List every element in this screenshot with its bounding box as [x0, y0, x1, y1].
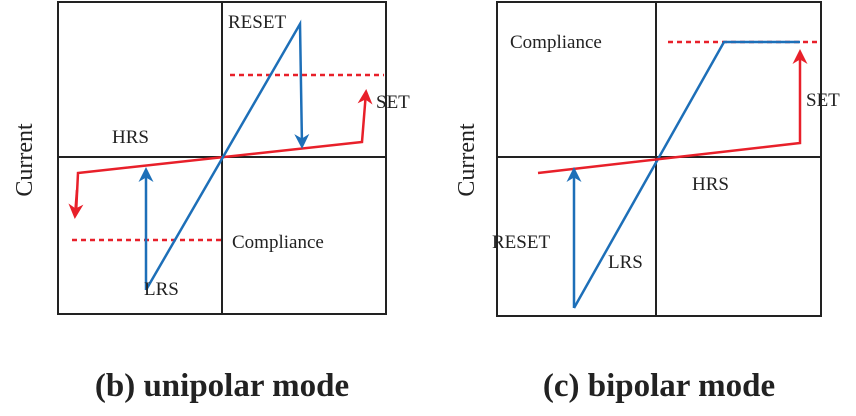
- reset-curve: [537, 49, 808, 175]
- frame: [496, 1, 822, 317]
- reset-curve: [144, 19, 310, 291]
- panel-bipolar: Compliance SET HRS RESET LRS Current (c)…: [454, 1, 840, 404]
- set-curve: [572, 40, 800, 309]
- label: RESET: [492, 232, 550, 253]
- label: SET: [806, 90, 840, 111]
- label: LRS: [608, 252, 643, 273]
- label: Compliance: [510, 32, 602, 53]
- label: SET: [376, 92, 410, 113]
- arrow: [68, 189, 84, 219]
- label: LRS: [144, 279, 179, 300]
- label: Compliance: [232, 232, 324, 253]
- label: HRS: [112, 127, 149, 148]
- y-label: Current: [454, 123, 480, 197]
- y-label: Current: [12, 123, 38, 197]
- caption: (c) bipolar mode: [543, 368, 775, 404]
- label: HRS: [692, 174, 729, 195]
- panel-unipolar: RESET SET HRS Compliance LRS Current (b)…: [12, 1, 410, 404]
- caption: (b) unipolar mode: [95, 368, 349, 404]
- label: RESET: [228, 12, 286, 33]
